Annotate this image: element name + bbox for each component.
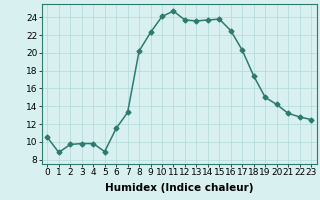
X-axis label: Humidex (Indice chaleur): Humidex (Indice chaleur) bbox=[105, 183, 253, 193]
